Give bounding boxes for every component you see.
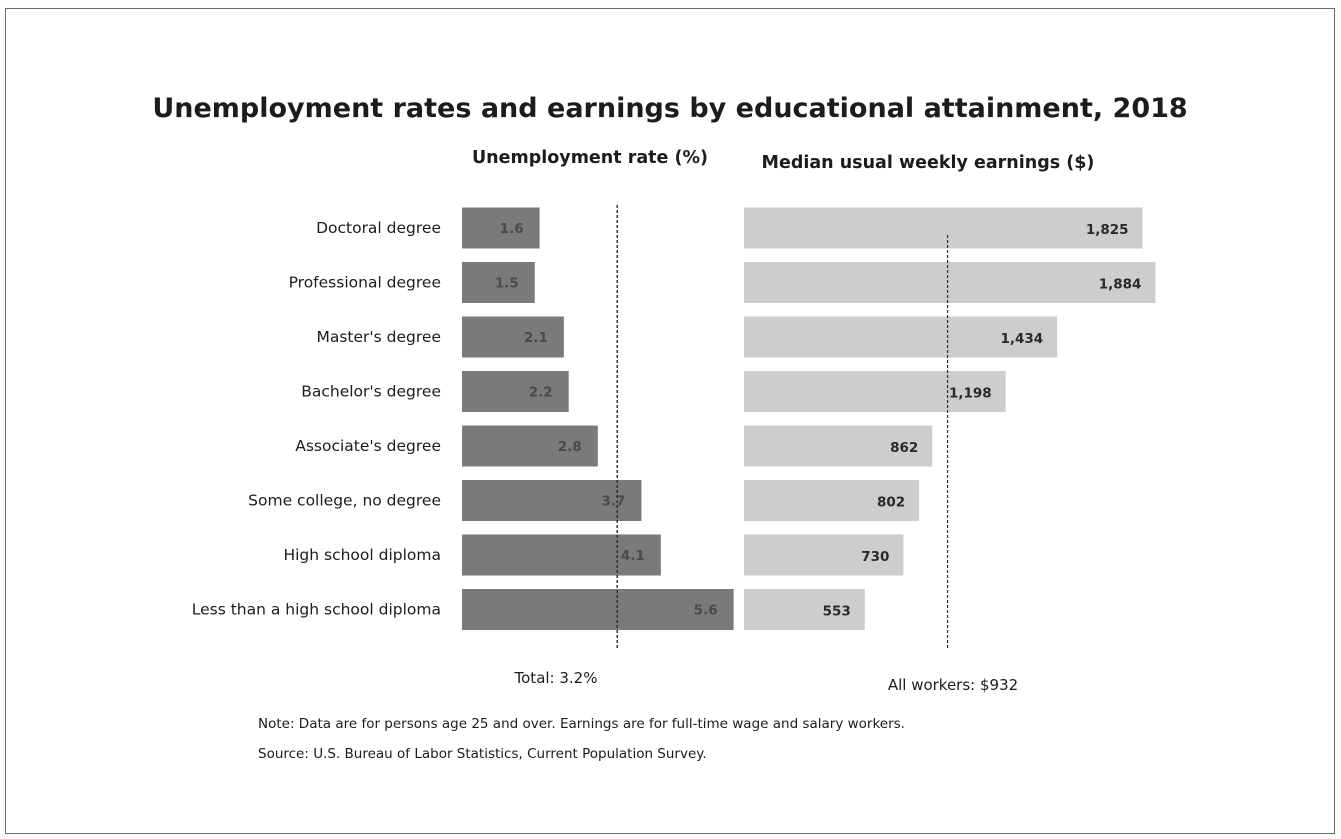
unemployment-bar-0	[462, 207, 540, 249]
earnings-bar-0	[744, 207, 1143, 249]
earnings-bar-2	[744, 316, 1058, 358]
earnings-bar-5	[744, 480, 920, 521]
unemployment-bar-6	[462, 534, 661, 576]
category-label-3: Bachelor's degree	[301, 383, 441, 401]
category-label-6: High school diploma	[283, 546, 441, 564]
unemployment-value-7: 5.6	[694, 603, 718, 619]
earnings-value-5: 802	[877, 495, 905, 511]
category-label-1: Professional degree	[289, 274, 441, 292]
unemployment-value-6: 4.1	[621, 548, 645, 564]
earnings-value-4: 862	[890, 440, 918, 456]
unemployment-bar-1	[462, 262, 535, 303]
category-label-0: Doctoral degree	[316, 219, 441, 237]
earnings-value-7: 553	[823, 604, 851, 620]
unemployment-panel-title: Unemployment rate (%)	[472, 148, 708, 168]
unemployment-value-0: 1.6	[500, 221, 524, 237]
unemployment-value-3: 2.2	[529, 385, 553, 401]
unemployment-bar-3	[462, 371, 569, 412]
earnings-panel-title: Median usual weekly earnings ($)	[762, 153, 1095, 173]
reference-lines: Total: 3.2% All workers: $932	[514, 205, 1018, 694]
unemployment-value-5: 3.7	[602, 494, 626, 510]
earnings-bar-1	[744, 262, 1156, 303]
chart-source: Source: U.S. Bureau of Labor Statistics,…	[258, 746, 707, 762]
earnings-bar-4	[744, 425, 933, 467]
earnings-bar-3	[744, 371, 1006, 412]
category-label-2: Master's degree	[316, 328, 441, 346]
chart-frame	[5, 8, 1335, 834]
earnings-value-2: 1,434	[1000, 331, 1043, 347]
chart-note: Note: Data are for persons age 25 and ov…	[258, 716, 905, 732]
unemployment-bars: 1.6 1.5 2.1 2.2 2.8 3.7 4.1 5.6	[462, 207, 734, 630]
unemployment-bar-5	[462, 480, 642, 521]
earnings-all-workers-label: All workers: $932	[888, 676, 1018, 694]
category-label-5: Some college, no degree	[248, 492, 441, 510]
unemployment-bar-2	[462, 316, 564, 358]
earnings-value-6: 730	[861, 549, 889, 565]
earnings-bar-6	[744, 534, 904, 576]
unemployment-bar-4	[462, 425, 598, 467]
unemployment-total-label: Total: 3.2%	[514, 669, 598, 687]
earnings-value-0: 1,825	[1086, 222, 1129, 238]
earnings-value-3: 1,198	[949, 386, 992, 402]
unemployment-value-2: 2.1	[524, 330, 548, 346]
earnings-value-1: 1,884	[1099, 277, 1142, 293]
chart-title: Unemployment rates and earnings by educa…	[152, 93, 1187, 124]
unemployment-value-1: 1.5	[495, 276, 519, 292]
category-labels: Doctoral degree Professional degree Master…	[192, 219, 441, 619]
category-label-7: Less than a high school diploma	[192, 601, 441, 619]
earnings-bars: 1,825 1,884 1,434 1,198 862 802 730 553	[744, 207, 1156, 630]
earnings-bar-7	[744, 589, 865, 630]
unemployment-value-4: 2.8	[558, 439, 582, 455]
category-label-4: Associate's degree	[295, 437, 441, 455]
unemployment-bar-7	[462, 589, 734, 630]
